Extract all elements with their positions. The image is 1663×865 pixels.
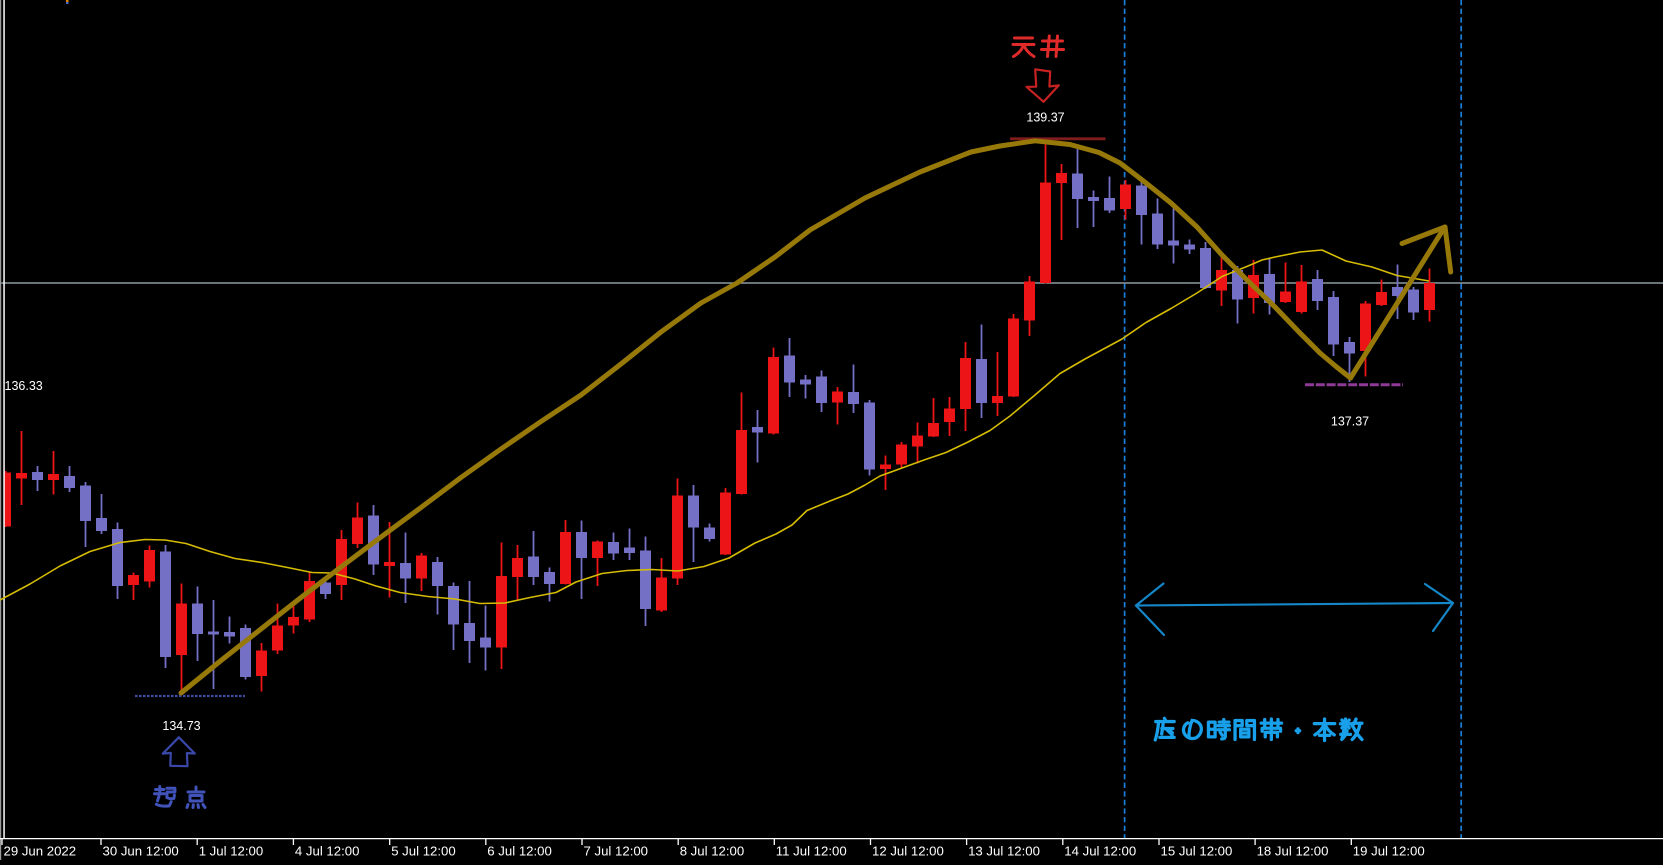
svg-text:29 Jun 2022: 29 Jun 2022	[4, 844, 77, 859]
svg-text:13 Jul 12:00: 13 Jul 12:00	[968, 844, 1040, 859]
svg-text:1 Jul 12:00: 1 Jul 12:00	[199, 844, 264, 859]
svg-text:18 Jul 12:00: 18 Jul 12:00	[1257, 844, 1329, 859]
svg-text:6 Jul 12:00: 6 Jul 12:00	[487, 844, 552, 859]
svg-text:15 Jul 12:00: 15 Jul 12:00	[1161, 844, 1233, 859]
svg-text:12 Jul 12:00: 12 Jul 12:00	[872, 844, 944, 859]
svg-text:136.33: 136.33	[5, 379, 43, 393]
svg-text:139.37: 139.37	[1026, 111, 1064, 125]
svg-text:5 Jul 12:00: 5 Jul 12:00	[391, 844, 456, 859]
svg-text:11 Jul 12:00: 11 Jul 12:00	[776, 844, 847, 859]
svg-text:14 Jul 12:00: 14 Jul 12:00	[1064, 844, 1136, 859]
svg-text:4 Jul 12:00: 4 Jul 12:00	[295, 844, 360, 859]
svg-text:137.37: 137.37	[1331, 415, 1369, 429]
svg-text:8 Jul 12:00: 8 Jul 12:00	[680, 844, 745, 859]
svg-text:30 Jun 12:00: 30 Jun 12:00	[103, 844, 179, 859]
svg-text:19 Jul 12:00: 19 Jul 12:00	[1353, 844, 1425, 859]
svg-text:7 Jul 12:00: 7 Jul 12:00	[584, 844, 649, 859]
svg-text:134.73: 134.73	[162, 719, 200, 733]
